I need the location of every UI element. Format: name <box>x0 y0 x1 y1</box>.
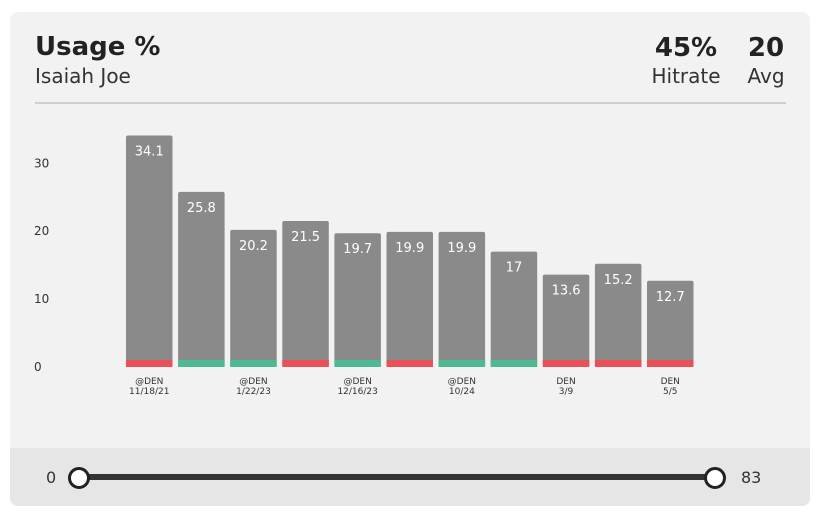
y-tick-label: 20 <box>34 224 49 238</box>
range-slider-panel: 0 83 <box>10 448 810 506</box>
slider-max-handle[interactable] <box>704 467 726 489</box>
outcome-strip <box>334 360 381 367</box>
avg-label: Avg <box>747 64 785 88</box>
bar-value-label: 13.6 <box>552 284 581 299</box>
bar-value-label: 20.2 <box>239 239 268 254</box>
avg-value: 20 <box>747 33 785 63</box>
slider-max-label: 83 <box>741 468 762 487</box>
avg-stat: 20 Avg <box>742 32 790 88</box>
outcome-strip <box>438 360 486 367</box>
bar <box>126 135 173 367</box>
x-tick-opponent: DEN <box>556 377 575 387</box>
bar-value-label: 15.2 <box>604 273 633 288</box>
x-tick-opponent: @DEN <box>448 377 476 387</box>
bar-value-label: 25.8 <box>187 201 216 216</box>
outcome-strip <box>282 360 329 367</box>
x-tick-date: 11/18/21 <box>129 387 169 397</box>
outcome-strip <box>542 360 590 367</box>
bar-value-label: 12.7 <box>656 290 685 305</box>
x-tick-date: 1/22/23 <box>236 387 271 397</box>
bar <box>647 280 694 367</box>
bar-value-label: 17 <box>506 261 523 276</box>
outcome-strip <box>126 360 173 367</box>
hitrate-label: Hitrate <box>651 64 721 88</box>
hitrate-stat: 45% Hitrate <box>642 32 730 88</box>
bar <box>386 231 433 367</box>
bar <box>230 229 277 367</box>
bar-value-label: 21.5 <box>291 230 320 245</box>
x-tick-opponent: @DEN <box>343 377 371 387</box>
y-tick-label: 0 <box>34 360 42 374</box>
slider-min-handle[interactable] <box>68 467 90 489</box>
slider-track[interactable] <box>78 474 714 480</box>
y-tick-label: 10 <box>34 292 49 306</box>
bar <box>438 231 486 367</box>
outcome-strip <box>230 360 277 367</box>
slider-min-label: 0 <box>46 468 57 487</box>
player-name: Isaiah Joe <box>35 64 131 88</box>
x-tick-date: 10/24 <box>449 387 475 397</box>
outcome-strip <box>386 360 433 367</box>
outcome-strip <box>490 360 538 367</box>
bar <box>334 233 381 367</box>
bar-value-label: 34.1 <box>135 144 164 159</box>
outcome-strip <box>647 360 694 367</box>
bar <box>282 221 329 367</box>
outcome-strip <box>178 360 225 367</box>
chart-title: Usage % <box>35 32 161 62</box>
x-tick-opponent: @DEN <box>135 377 163 387</box>
bar <box>542 274 590 367</box>
bar <box>594 263 642 367</box>
x-tick-opponent: @DEN <box>239 377 267 387</box>
header-divider <box>35 102 786 104</box>
outcome-strip <box>594 360 642 367</box>
usage-card: Usage % Isaiah Joe 45% Hitrate 20 Avg 0 1… <box>10 12 810 506</box>
x-tick-date: 5/5 <box>663 387 677 397</box>
bar-value-label: 19.9 <box>447 241 476 256</box>
bar-value-label: 19.7 <box>343 242 372 257</box>
x-tick-opponent: DEN <box>661 377 680 387</box>
bar <box>178 191 225 367</box>
usage-bar-chart: 010203034.1@DEN11/18/2125.820.2@DEN1/22/… <box>34 135 694 397</box>
hitrate-value: 45% <box>654 33 718 63</box>
x-tick-date: 12/16/23 <box>337 387 377 397</box>
bar <box>490 251 538 367</box>
x-tick-date: 3/9 <box>559 387 574 397</box>
bar-value-label: 19.9 <box>395 241 424 256</box>
y-tick-label: 30 <box>34 156 49 170</box>
